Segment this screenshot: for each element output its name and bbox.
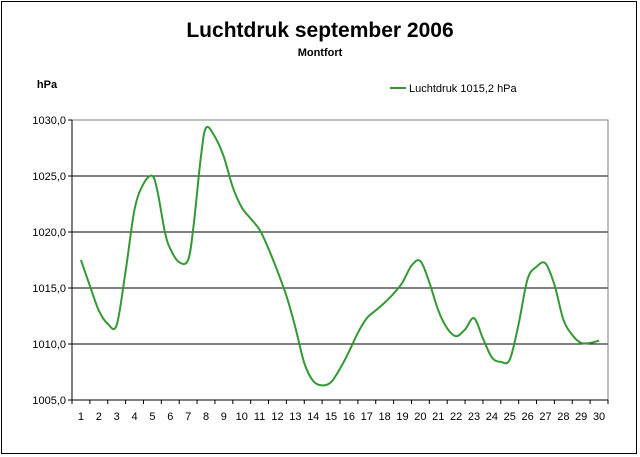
x-tick-label: 5 <box>149 411 155 423</box>
series-layer <box>79 125 600 387</box>
x-tick-label: 13 <box>289 411 301 423</box>
y-tick-label: 1005,0 <box>32 395 66 407</box>
y-tick-label: 1015,0 <box>32 283 66 295</box>
x-tick-label: 24 <box>486 411 498 423</box>
x-tick-label: 27 <box>539 411 551 423</box>
x-tick-label: 19 <box>396 411 408 423</box>
x-tick-label: 6 <box>167 411 173 423</box>
x-tick-label: 18 <box>379 411 391 423</box>
x-tick-label: 12 <box>271 411 283 423</box>
y-tick-label: 1020,0 <box>32 227 66 239</box>
x-tick-label: 22 <box>450 411 462 423</box>
axes-layer <box>68 119 609 404</box>
x-tick-label: 10 <box>236 411 248 423</box>
chart-subtitle: Montfort <box>298 47 343 59</box>
plot-area-border <box>71 119 609 401</box>
x-tick-label: 4 <box>131 411 137 423</box>
x-tick-labels: 1 2 3 4 5 6 7 8 9 10 11 12 13 14 15 16 17 18 19 20 21 22 23 24 2… <box>78 411 605 423</box>
x-tick-label: 29 <box>575 411 587 423</box>
x-tick-label: 28 <box>557 411 569 423</box>
x-tick-label: 1 <box>78 411 84 423</box>
y-tick-labels: 1005,0 1010,0 1015,0 1020,0 1025,0 1030,0 <box>32 115 66 407</box>
x-tick-label: 7 <box>185 411 191 423</box>
legend-label: Luchtdruk 1015,2 hPa <box>409 83 518 95</box>
x-tick-label: 2 <box>96 411 102 423</box>
y-tick-label: 1030,0 <box>32 115 66 127</box>
x-tick-label: 15 <box>325 411 337 423</box>
x-tick-label: 11 <box>254 411 265 423</box>
legend: Luchtdruk 1015,2 hPa <box>390 83 518 95</box>
x-tick-label: 23 <box>468 411 480 423</box>
grid-layer <box>72 175 608 345</box>
x-tick-label: 9 <box>221 411 227 423</box>
y-tick-label: 1010,0 <box>32 339 66 351</box>
series-line <box>79 125 600 387</box>
x-tick-label: 25 <box>504 411 516 423</box>
x-tick-label: 14 <box>307 411 319 423</box>
y-tick-label: 1025,0 <box>32 171 66 183</box>
x-tick-label: 16 <box>343 411 355 423</box>
chart-title: Luchtdruk september 2006 <box>186 19 453 42</box>
x-tick-label: 3 <box>114 411 120 423</box>
x-tick-label: 17 <box>361 411 373 423</box>
x-tick-label: 8 <box>203 411 209 423</box>
x-tick-label: 21 <box>432 411 444 423</box>
x-tick-label: 30 <box>593 411 605 423</box>
y-axis-unit-label: hPa <box>37 79 58 91</box>
x-tick-label: 26 <box>521 411 533 423</box>
x-tick-label: 20 <box>414 411 426 423</box>
